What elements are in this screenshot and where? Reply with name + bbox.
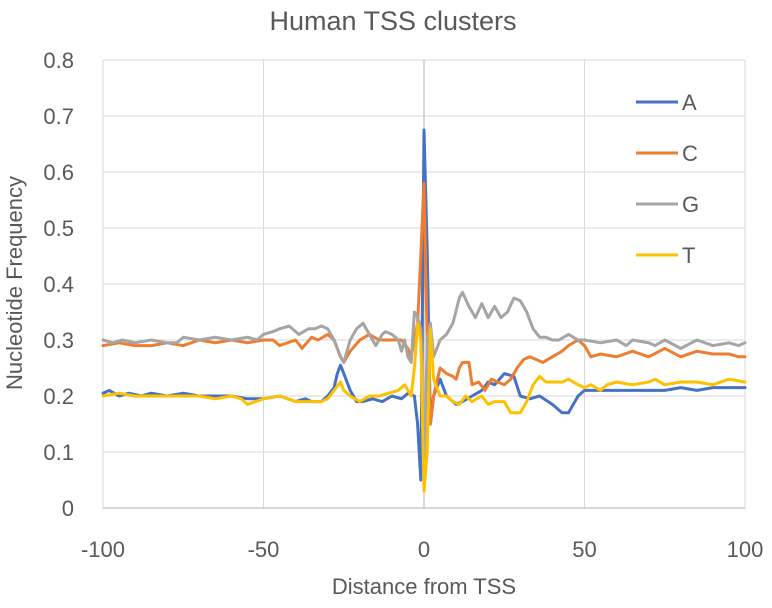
- y-tick-label: 0: [62, 496, 74, 521]
- series-line-t: [101, 321, 747, 493]
- legend: A C G T: [636, 90, 699, 268]
- series-line-c: [101, 181, 747, 426]
- series-line-a: [101, 128, 747, 482]
- data-series: [101, 128, 747, 493]
- legend-label-g: G: [682, 192, 699, 217]
- legend-label-c: C: [682, 141, 698, 166]
- y-tick-label: 0.6: [43, 160, 74, 185]
- y-tick-label: 0.7: [43, 104, 74, 129]
- legend-label-t: T: [682, 243, 695, 268]
- y-tick-label: 0.2: [43, 384, 74, 409]
- chart-title: Human TSS clusters: [269, 6, 516, 36]
- x-tick-label: -50: [248, 537, 280, 562]
- y-tick-label: 0.8: [43, 48, 74, 73]
- x-tick-label: -100: [81, 537, 125, 562]
- y-tick-label: 0.5: [43, 216, 74, 241]
- series-line-g: [101, 290, 747, 482]
- x-tick-label: 0: [418, 537, 430, 562]
- y-axis-tick-labels: 0 0.1 0.2 0.3 0.4 0.5 0.6 0.7 0.8: [43, 48, 74, 521]
- y-tick-label: 0.4: [43, 272, 74, 297]
- x-axis-tick-labels: -100 -50 0 50 100: [81, 537, 763, 562]
- x-axis-title: Distance from TSS: [332, 574, 516, 599]
- y-axis-title: Nucleotide Frequency: [2, 176, 27, 390]
- x-tick-label: 50: [572, 537, 596, 562]
- y-tick-label: 0.3: [43, 328, 74, 353]
- legend-label-a: A: [682, 90, 697, 115]
- y-tick-label: 0.1: [43, 440, 74, 465]
- x-tick-label: 100: [727, 537, 764, 562]
